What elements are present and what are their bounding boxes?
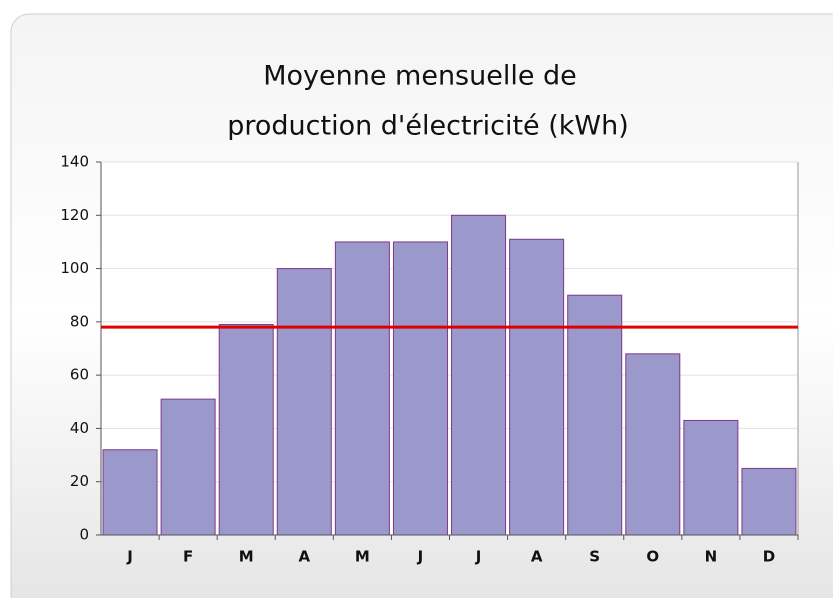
y-tick-label: 0 [79, 526, 89, 544]
x-tick-label: J [126, 548, 133, 566]
y-tick-label: 80 [70, 312, 89, 330]
bar [567, 294, 623, 536]
bar [160, 398, 216, 536]
x-tick-label: O [646, 548, 659, 566]
x-tick-label: J [417, 548, 424, 566]
chart-title: production d'électricité (kWh) [227, 111, 629, 142]
x-tick-label: A [531, 548, 543, 566]
x-tick-label: S [589, 548, 600, 566]
bar [276, 268, 332, 536]
bar [741, 467, 797, 536]
y-tick-label: 140 [60, 153, 89, 171]
x-tick-label: D [763, 548, 775, 566]
bar [451, 214, 507, 536]
x-tick-label: A [298, 548, 310, 566]
x-tick-label: M [239, 548, 254, 566]
x-tick-label: N [705, 548, 718, 566]
x-tick-label: J [475, 548, 482, 566]
bar [334, 241, 390, 536]
bar [218, 324, 274, 536]
y-tick-label: 40 [70, 419, 89, 437]
bar [392, 241, 448, 536]
y-tick-label: 20 [70, 472, 89, 490]
bar [102, 449, 158, 536]
x-tick-label: F [183, 548, 193, 566]
plot-area [101, 162, 798, 535]
bar [625, 353, 681, 536]
y-tick-label: 120 [60, 206, 89, 224]
bar [509, 238, 565, 536]
x-tick-label: M [355, 548, 370, 566]
y-tick-label: 100 [60, 259, 89, 277]
bar [683, 419, 739, 536]
chart-title: Moyenne mensuelle de [263, 61, 577, 92]
y-tick-label: 60 [70, 366, 89, 384]
